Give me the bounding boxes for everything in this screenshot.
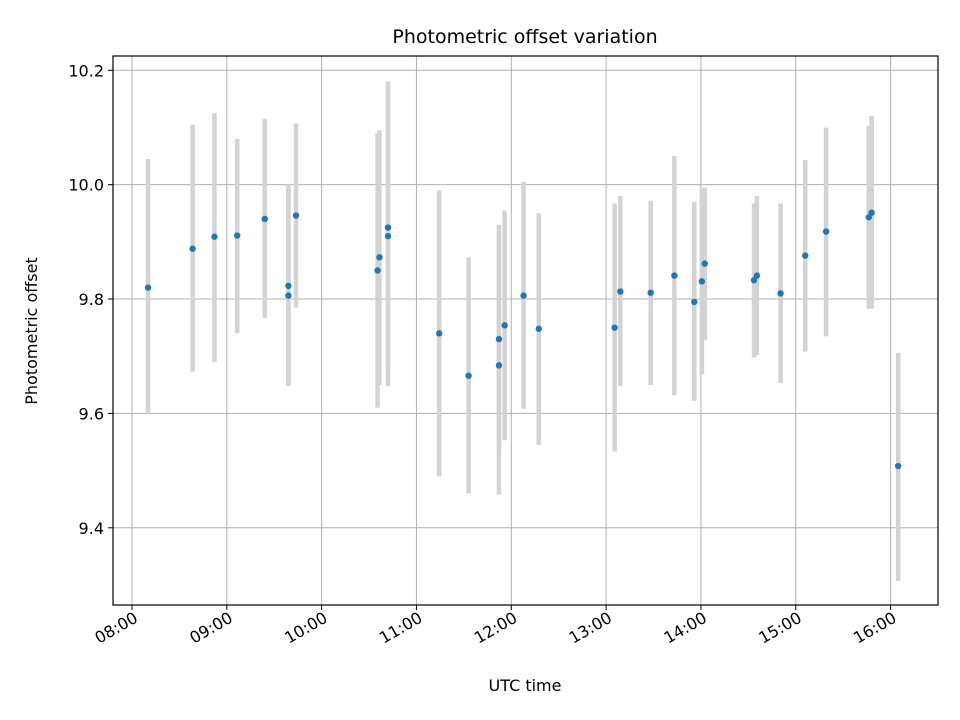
data-point bbox=[261, 215, 268, 223]
data-point bbox=[495, 362, 503, 369]
x-tick-label: 12:00 bbox=[471, 608, 520, 648]
data-point bbox=[465, 372, 472, 379]
y-tick-label: 10.2 bbox=[68, 61, 104, 80]
error-bars bbox=[145, 81, 901, 581]
data-point bbox=[750, 276, 758, 284]
data-point bbox=[894, 462, 902, 470]
data-point bbox=[384, 224, 392, 231]
data-point bbox=[671, 272, 678, 279]
data-point bbox=[495, 335, 503, 343]
data-point bbox=[211, 233, 218, 240]
data-point bbox=[535, 325, 542, 332]
data-point bbox=[520, 292, 527, 299]
data-point bbox=[376, 254, 383, 261]
data-point bbox=[698, 278, 706, 285]
x-tick-label: 11:00 bbox=[376, 608, 425, 648]
data-point bbox=[436, 330, 443, 337]
x-tick-label: 16:00 bbox=[850, 608, 899, 648]
data-point bbox=[144, 284, 152, 291]
data-point bbox=[189, 245, 196, 252]
y-axis-ticks: 9.4 9.6 9.8 10.0 10.2 bbox=[68, 61, 113, 538]
x-tick-label: 13:00 bbox=[566, 608, 615, 648]
data-point bbox=[701, 260, 708, 267]
data-point bbox=[647, 289, 654, 296]
y-axis-label: Photometric offset bbox=[22, 257, 41, 405]
data-point bbox=[691, 298, 698, 306]
x-axis-label: UTC time bbox=[489, 676, 562, 695]
plot-frame bbox=[112, 55, 939, 606]
x-tick-label: 14:00 bbox=[660, 608, 709, 648]
data-point bbox=[753, 272, 761, 279]
data-points bbox=[144, 209, 902, 470]
x-tick-label: 08:00 bbox=[92, 608, 141, 648]
y-tick-label: 9.6 bbox=[79, 404, 104, 423]
y-tick-label: 9.4 bbox=[79, 519, 104, 538]
chart-title: Photometric offset variation bbox=[392, 26, 657, 48]
x-tick-label: 10:00 bbox=[281, 608, 330, 648]
y-tick-label: 9.8 bbox=[79, 290, 104, 309]
data-point bbox=[501, 322, 508, 329]
data-point bbox=[384, 232, 392, 240]
data-point bbox=[292, 212, 300, 219]
data-point bbox=[285, 282, 292, 290]
data-point bbox=[617, 288, 624, 295]
data-point bbox=[611, 324, 618, 331]
x-tick-label: 09:00 bbox=[186, 608, 235, 648]
x-tick-label: 15:00 bbox=[755, 608, 804, 648]
data-point bbox=[802, 252, 809, 259]
data-point bbox=[777, 290, 784, 297]
y-tick-label: 10.0 bbox=[68, 176, 104, 195]
data-point bbox=[234, 232, 241, 239]
data-point bbox=[374, 267, 381, 274]
data-point bbox=[285, 292, 292, 299]
data-point bbox=[865, 214, 872, 221]
data-point bbox=[868, 209, 875, 216]
data-point bbox=[822, 228, 830, 235]
x-axis-ticks: 08:00 09:00 10:00 11:00 12:00 13:00 14:00 15:00… bbox=[92, 605, 900, 648]
